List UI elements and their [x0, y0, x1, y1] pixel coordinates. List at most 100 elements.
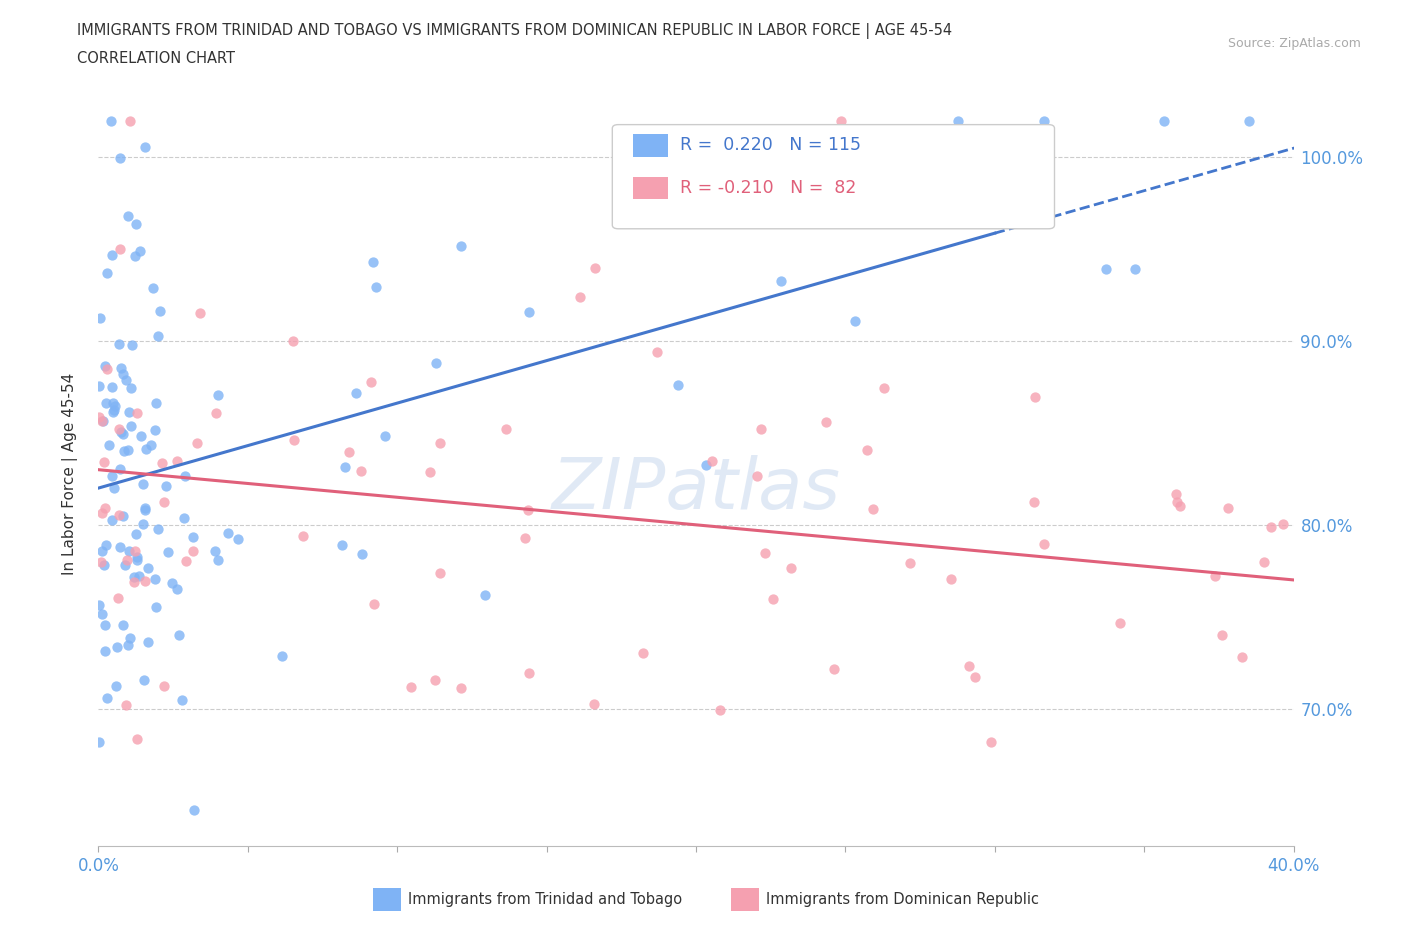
Point — [617, 209, 640, 224]
Point — [568, 289, 591, 304]
Point — [89, 735, 111, 750]
Point — [450, 238, 472, 253]
Point — [1237, 113, 1260, 128]
Point — [108, 241, 131, 256]
Point — [174, 469, 197, 484]
Point — [283, 333, 305, 348]
Point — [350, 547, 373, 562]
Point — [125, 405, 148, 420]
Point — [124, 544, 146, 559]
Point — [167, 627, 190, 642]
Point — [120, 113, 142, 128]
Point — [110, 360, 132, 375]
Point — [583, 260, 606, 275]
Point — [754, 546, 776, 561]
Point — [101, 395, 124, 410]
Point — [1166, 486, 1188, 501]
Point — [110, 151, 132, 166]
Point — [172, 693, 194, 708]
Point — [1125, 261, 1147, 276]
Point — [762, 592, 785, 607]
Point — [145, 600, 167, 615]
Point — [898, 555, 921, 570]
Point — [110, 540, 132, 555]
Point — [153, 495, 176, 510]
Point — [823, 662, 845, 677]
Point — [205, 405, 228, 420]
Point — [120, 418, 142, 433]
Point — [124, 575, 146, 590]
Point — [425, 355, 447, 370]
Point — [474, 588, 496, 603]
Point — [517, 665, 540, 680]
Point — [361, 254, 384, 269]
Point — [117, 638, 139, 653]
Point — [344, 385, 367, 400]
Point — [117, 209, 139, 224]
Point — [100, 113, 122, 128]
Point — [283, 432, 305, 447]
Point — [107, 591, 129, 605]
Point — [134, 500, 156, 515]
Point — [957, 659, 980, 674]
Point — [495, 421, 517, 436]
Point — [101, 469, 124, 484]
Point — [153, 679, 176, 694]
Point — [132, 517, 155, 532]
Point — [770, 273, 793, 288]
Point — [91, 543, 114, 558]
Point — [186, 436, 208, 451]
Point — [1095, 261, 1118, 276]
Point — [204, 544, 226, 559]
Point — [582, 697, 605, 711]
Point — [855, 442, 877, 457]
Point — [181, 530, 204, 545]
Point — [114, 558, 136, 573]
Point — [111, 509, 134, 524]
Point — [429, 565, 451, 580]
Point — [1204, 569, 1226, 584]
Point — [1153, 113, 1175, 128]
Point — [645, 345, 668, 360]
Point — [419, 465, 441, 480]
Point — [87, 379, 110, 393]
Point — [1032, 113, 1054, 128]
Point — [134, 140, 156, 154]
Point — [666, 378, 689, 392]
Point — [965, 670, 987, 684]
Point — [1022, 495, 1045, 510]
Point — [124, 569, 146, 584]
Point — [1230, 649, 1253, 664]
Point — [150, 456, 173, 471]
Point — [124, 249, 146, 264]
Point — [749, 421, 772, 436]
Point — [104, 399, 127, 414]
Y-axis label: In Labor Force | Age 45-54: In Labor Force | Age 45-54 — [62, 373, 77, 576]
Point — [980, 734, 1002, 749]
Point — [450, 681, 472, 696]
Point — [108, 337, 131, 352]
Point — [363, 596, 385, 611]
Point — [91, 506, 114, 521]
Point — [101, 512, 124, 527]
Point — [101, 405, 124, 419]
Point — [1211, 628, 1233, 643]
Bar — [633, 134, 668, 156]
Point — [131, 429, 153, 444]
Point — [1024, 389, 1046, 404]
Point — [103, 481, 125, 496]
Point — [217, 525, 239, 540]
Point — [105, 639, 128, 654]
Point — [104, 679, 127, 694]
Point — [117, 552, 139, 567]
Point — [132, 477, 155, 492]
Text: IMMIGRANTS FROM TRINIDAD AND TOBAGO VS IMMIGRANTS FROM DOMINICAN REPUBLIC IN LAB: IMMIGRANTS FROM TRINIDAD AND TOBAGO VS I… — [77, 23, 952, 39]
Point — [96, 362, 118, 377]
Point — [143, 572, 166, 587]
Point — [91, 606, 114, 621]
Point — [114, 373, 136, 388]
Point — [129, 244, 152, 259]
Point — [93, 558, 115, 573]
Point — [148, 303, 170, 318]
Point — [948, 113, 970, 128]
